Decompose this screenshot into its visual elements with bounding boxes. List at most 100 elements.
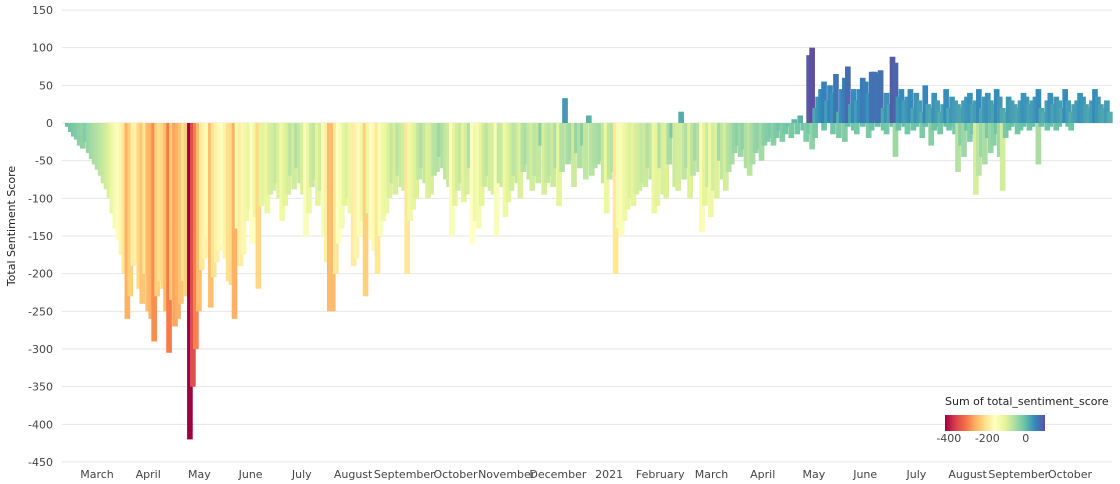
bar: [821, 123, 827, 131]
bar: [231, 123, 238, 319]
bar: [133, 123, 140, 259]
bar: [999, 123, 1006, 191]
bar: [690, 123, 696, 176]
bar: [365, 123, 372, 214]
bar: [943, 123, 949, 127]
bar: [1095, 96, 1101, 123]
bar: [1107, 111, 1113, 123]
bar: [291, 123, 297, 190]
bar: [987, 100, 994, 123]
bar: [401, 123, 408, 191]
bar: [65, 123, 71, 127]
bar: [892, 62, 899, 123]
bar: [142, 123, 149, 274]
bar: [594, 123, 601, 165]
bar: [630, 123, 637, 206]
bar: [237, 123, 244, 267]
bar: [490, 123, 497, 195]
bar: [809, 47, 815, 123]
bar: [970, 123, 976, 135]
bar: [341, 123, 348, 206]
bar: [1068, 123, 1074, 131]
x-tick-label: May: [803, 468, 826, 481]
y-tick-label: -450: [28, 456, 53, 469]
bar: [562, 98, 568, 123]
bar: [547, 123, 553, 176]
bar: [639, 123, 646, 184]
bar: [1062, 89, 1069, 123]
bar: [73, 123, 80, 140]
bar: [743, 123, 750, 169]
bar: [115, 123, 122, 240]
bar: [1008, 100, 1015, 123]
bar: [550, 123, 556, 188]
bar: [648, 123, 655, 180]
bar: [1017, 123, 1024, 131]
bar: [452, 123, 458, 206]
bar: [568, 123, 574, 161]
bar: [952, 123, 958, 135]
bar: [493, 123, 500, 236]
bar: [711, 123, 717, 191]
bar: [455, 123, 461, 191]
bar: [663, 123, 670, 199]
bar: [109, 123, 116, 214]
bar: [315, 123, 321, 206]
bar: [1044, 123, 1051, 131]
bar: [767, 123, 774, 139]
y-tick-label: -400: [28, 418, 53, 431]
bar: [1098, 104, 1104, 123]
bar: [526, 123, 533, 180]
bar: [1044, 100, 1051, 123]
legend-ticks: -400 -200 0: [936, 432, 1029, 445]
bar: [830, 92, 836, 123]
bar: [785, 123, 792, 127]
y-tick-label: 150: [32, 4, 53, 17]
bar: [853, 123, 860, 135]
bar: [431, 123, 437, 176]
x-tick-label: July: [291, 468, 312, 481]
bar: [82, 123, 89, 142]
bar: [892, 123, 899, 157]
bar: [976, 89, 982, 123]
bar: [240, 123, 247, 255]
bar: [675, 123, 681, 191]
x-tick-label: November: [478, 468, 536, 481]
bar: [895, 123, 902, 131]
bar: [883, 92, 890, 123]
bar: [1005, 123, 1012, 131]
bar: [148, 123, 155, 319]
bar: [374, 123, 381, 274]
bar: [642, 123, 649, 188]
bar: [749, 123, 756, 165]
bar: [901, 100, 908, 123]
bar: [154, 123, 160, 297]
bar: [359, 123, 366, 221]
bar: [1026, 104, 1033, 123]
bar: [318, 123, 324, 191]
bar: [97, 123, 104, 176]
bar: [249, 123, 256, 244]
bar: [1056, 123, 1063, 127]
bar: [588, 123, 595, 176]
x-tick-label: October: [1048, 468, 1092, 481]
bar: [719, 123, 726, 180]
bar: [979, 123, 985, 157]
y-tick-label: -300: [28, 343, 53, 356]
bar: [922, 85, 929, 123]
bar: [907, 89, 914, 123]
bar: [1086, 107, 1092, 123]
bar: [326, 123, 333, 312]
bar: [788, 123, 795, 139]
bar: [160, 123, 166, 289]
bar: [984, 123, 991, 139]
bar: [868, 123, 875, 131]
bar: [934, 123, 940, 127]
bar: [654, 123, 661, 206]
bar: [213, 123, 220, 263]
bar: [532, 123, 539, 176]
bar: [1002, 111, 1009, 123]
bar: [657, 123, 664, 169]
bar: [1056, 100, 1063, 123]
bar: [859, 77, 866, 123]
